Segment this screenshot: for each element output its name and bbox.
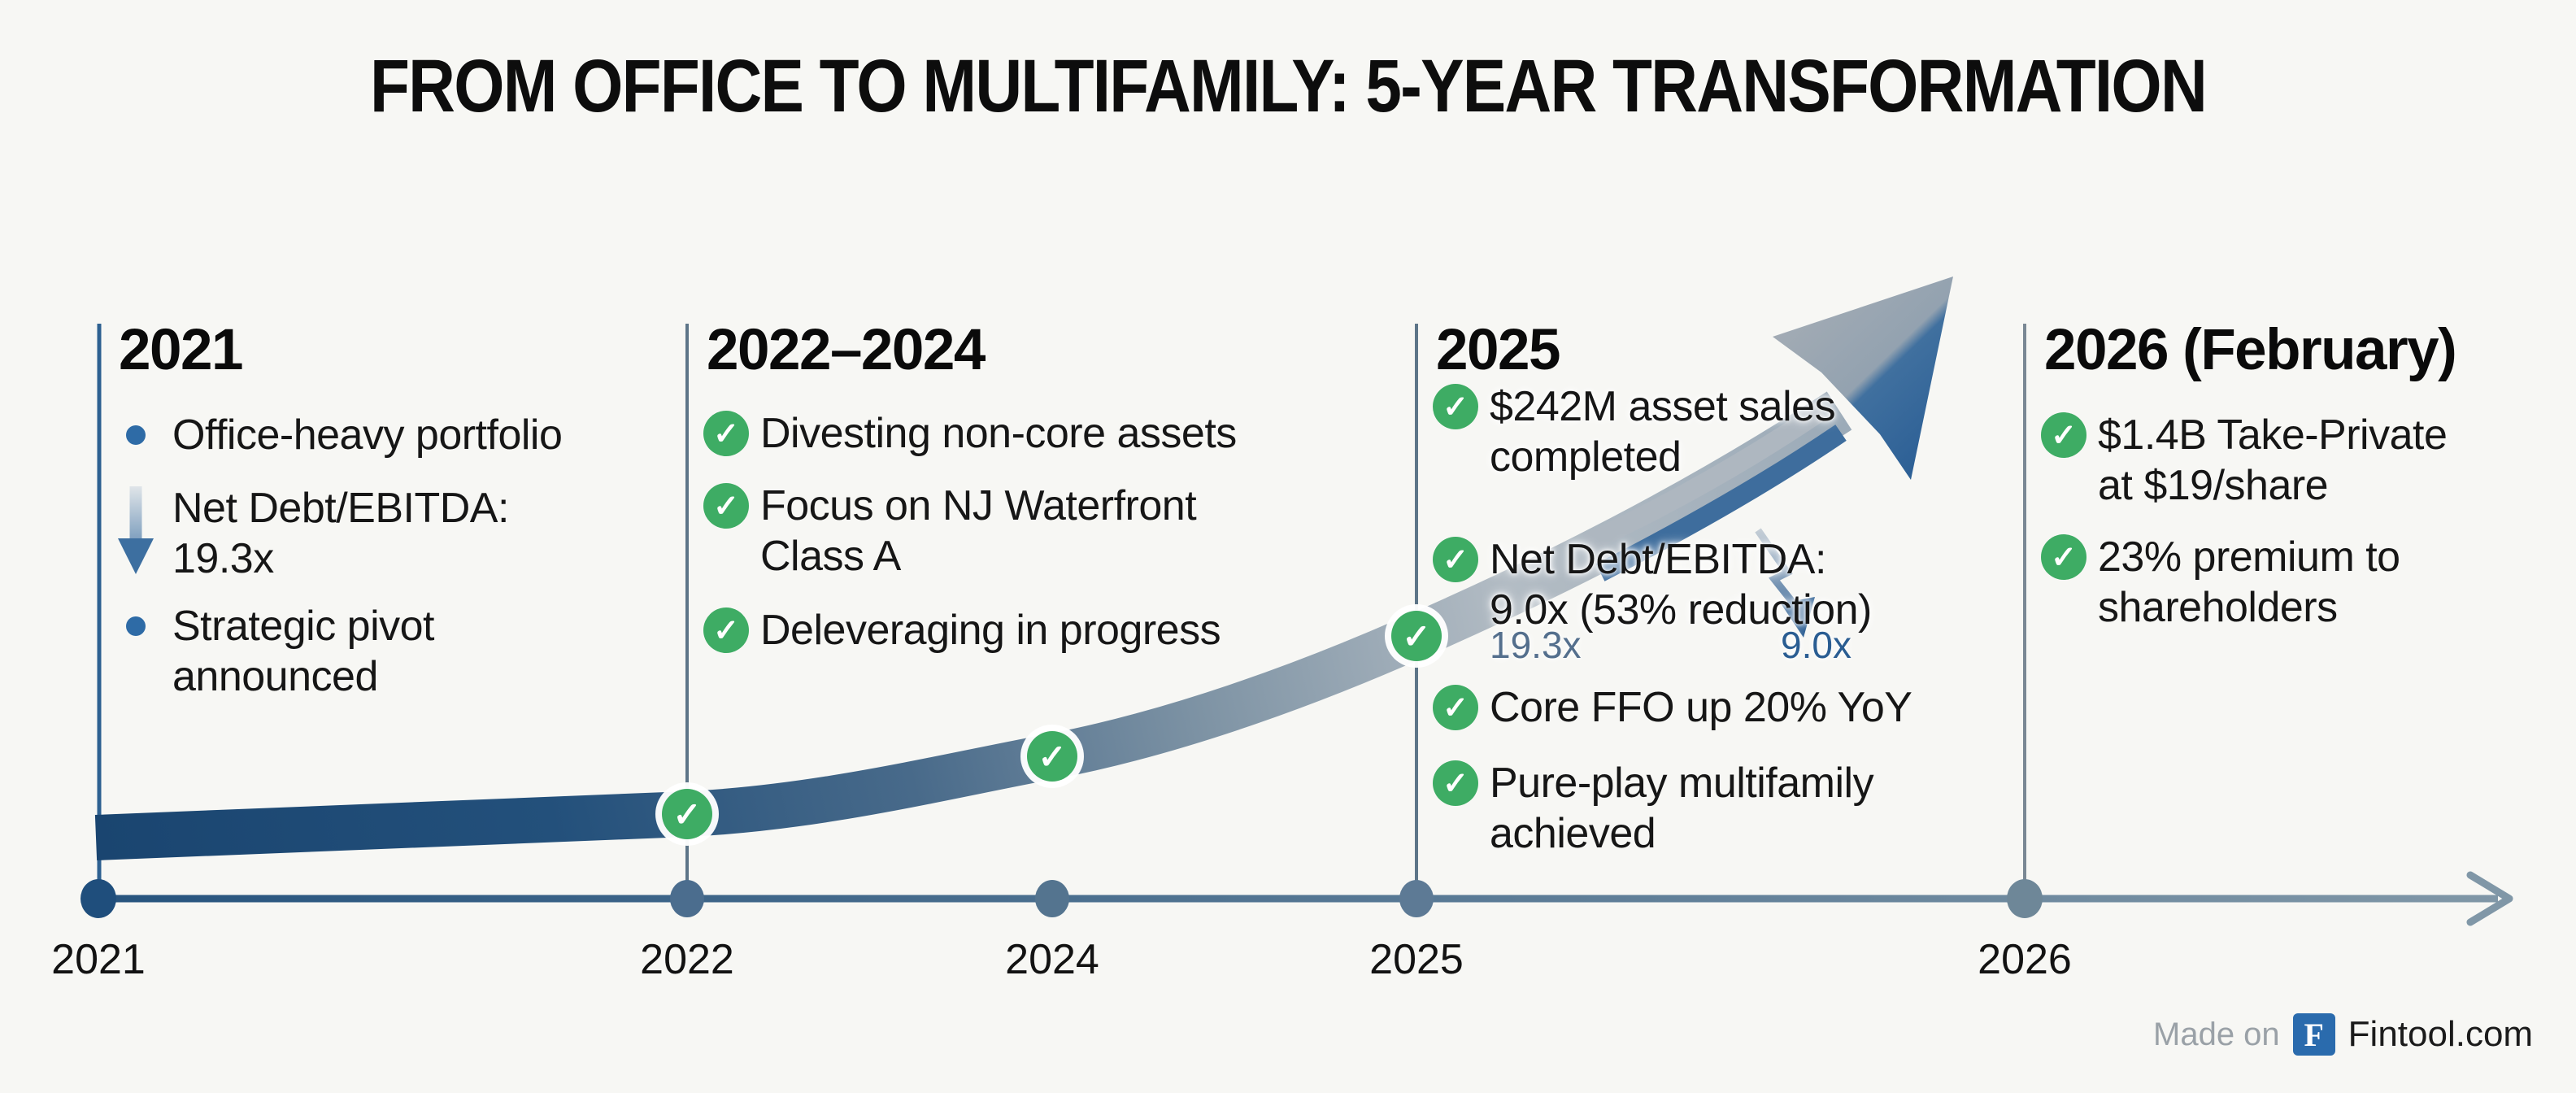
axis-label-2022: 2022 bbox=[640, 936, 734, 983]
axis-label-2024: 2024 bbox=[1005, 936, 1099, 983]
item-text: Focus on NJ Waterfront bbox=[760, 482, 1197, 529]
fintool-logo-icon: F bbox=[2292, 1013, 2335, 1056]
list-item: ✓ Divesting non-core assets bbox=[703, 408, 1237, 459]
axis-dot-2022 bbox=[670, 880, 704, 917]
item-text: 19.3x bbox=[172, 535, 274, 582]
list-item: Net Debt/EBITDA: 19.3x bbox=[115, 483, 509, 584]
footer-credit: Made on F Fintool.com bbox=[2153, 1013, 2533, 1056]
column-header-2021: 2021 bbox=[119, 318, 243, 382]
bullet-dot-icon bbox=[126, 616, 146, 636]
item-text: Office-heavy portfolio bbox=[172, 412, 563, 459]
item-text: Deleveraging in progress bbox=[760, 607, 1221, 654]
axis-label-2021: 2021 bbox=[51, 936, 146, 983]
list-item: Office-heavy portfolio bbox=[115, 410, 563, 460]
band-checkpoint-2025: ✓ bbox=[1391, 611, 1442, 661]
check-circle-icon: ✓ bbox=[2041, 412, 2086, 458]
band-checkpoint-2024: ✓ bbox=[1027, 731, 1077, 782]
growth-band-blue-edge bbox=[1595, 425, 1847, 581]
axis-arrow-icon bbox=[2466, 871, 2513, 926]
item-text: 9.0x (53% reduction) bbox=[1490, 586, 1872, 634]
list-item: ✓ Focus on NJ Waterfront Class A bbox=[703, 481, 1197, 581]
check-circle-icon: ✓ bbox=[1433, 384, 1478, 429]
check-circle-icon: ✓ bbox=[1433, 685, 1478, 730]
made-on-label: Made on bbox=[2153, 1016, 2280, 1052]
deleverage-from-label: 19.3x bbox=[1490, 624, 1582, 666]
item-text: shareholders bbox=[2098, 584, 2338, 631]
axis-dot-2026 bbox=[2007, 879, 2043, 918]
list-item: ✓ $242M asset sales completed bbox=[1433, 381, 1836, 482]
zigzag-down-arrow-icon bbox=[1755, 528, 1802, 612]
axis-dot-2021 bbox=[80, 879, 116, 918]
list-item: ✓ Net Debt/EBITDA: 9.0x (53% reduction) bbox=[1433, 534, 1872, 635]
axis-dot-2024 bbox=[1035, 880, 1069, 917]
check-circle-icon: ✓ bbox=[703, 607, 749, 653]
item-text: Strategic pivot bbox=[172, 603, 435, 650]
item-text: $242M asset sales bbox=[1490, 383, 1836, 430]
item-text: at $19/share bbox=[2098, 462, 2329, 509]
zigzag-arrow-head-icon bbox=[1781, 597, 1815, 638]
axis-dot-2025 bbox=[1399, 880, 1434, 917]
check-circle-icon: ✓ bbox=[1433, 537, 1478, 582]
fintool-brand-label: Fintool.com bbox=[2348, 1014, 2534, 1054]
growth-arrowhead-icon bbox=[1773, 277, 1953, 480]
axis-label-2026: 2026 bbox=[1978, 936, 2072, 983]
bullet-dot-icon bbox=[126, 425, 146, 445]
band-checkpoint-2022: ✓ bbox=[662, 789, 712, 839]
check-circle-icon: ✓ bbox=[2041, 534, 2086, 580]
item-text: Divesting non-core assets bbox=[760, 410, 1237, 457]
check-circle-icon: ✓ bbox=[703, 411, 749, 456]
item-text: Net Debt/EBITDA: bbox=[172, 485, 509, 532]
item-text: completed bbox=[1490, 433, 1682, 481]
list-item: ✓ 23% premium to shareholders bbox=[2041, 532, 2400, 633]
check-circle-icon: ✓ bbox=[703, 483, 749, 529]
list-item: ✓ Deleveraging in progress bbox=[703, 605, 1221, 655]
list-item: Strategic pivot announced bbox=[115, 601, 435, 702]
item-text: Core FFO up 20% YoY bbox=[1490, 684, 1912, 731]
item-text: Pure-play multifamily bbox=[1490, 760, 1874, 807]
list-item: ✓ $1.4B Take-Private at $19/share bbox=[2041, 410, 2448, 511]
column-header-2022-2024: 2022–2024 bbox=[707, 318, 986, 382]
list-item: ✓ Core FFO up 20% YoY bbox=[1433, 682, 1912, 733]
list-item: ✓ Pure-play multifamily achieved bbox=[1433, 758, 1874, 859]
item-text: achieved bbox=[1490, 810, 1656, 857]
check-circle-icon: ✓ bbox=[1433, 760, 1478, 806]
column-header-2025: 2025 bbox=[1436, 318, 1560, 382]
column-header-2026: 2026 (February) bbox=[2044, 318, 2457, 382]
page-title: FROM OFFICE TO MULTIFAMILY: 5-YEAR TRANS… bbox=[369, 45, 2208, 128]
deleverage-to-label: 9.0x bbox=[1781, 624, 1852, 666]
axis-label-2025: 2025 bbox=[1369, 936, 1464, 983]
down-arrow-head-icon bbox=[118, 538, 154, 574]
item-text: 23% premium to bbox=[2098, 533, 2400, 581]
item-text: announced bbox=[172, 653, 378, 700]
item-text: Class A bbox=[760, 533, 901, 580]
item-text: Net Debt/EBITDA: bbox=[1490, 536, 1826, 583]
growth-band-silver-edge bbox=[1582, 403, 1827, 552]
item-text: $1.4B Take-Private bbox=[2098, 412, 2448, 459]
